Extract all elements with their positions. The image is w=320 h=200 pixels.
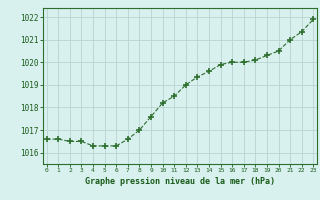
X-axis label: Graphe pression niveau de la mer (hPa): Graphe pression niveau de la mer (hPa) [85, 177, 275, 186]
